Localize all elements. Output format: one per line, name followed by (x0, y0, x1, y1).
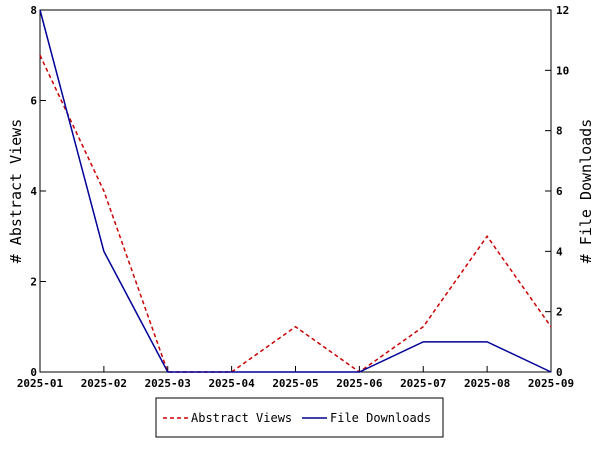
x-tick-label-2025-05: 2025-05 (272, 377, 318, 390)
y-right-tick-label-12: 12 (556, 4, 569, 17)
x-axis: 2025-01 2025-02 2025-03 2025-04 2025-05 2025-… (17, 366, 574, 390)
y-right-tick-label-6: 6 (556, 185, 563, 198)
y-axis-right: 0 2 4 6 8 10 12 (545, 4, 569, 379)
y-right-tick-label-4: 4 (556, 245, 563, 258)
y-right-tick-label-0: 0 (556, 366, 563, 379)
y-axis-left-title: # Abstract Views (7, 119, 25, 264)
y-axis-right-title: # File Downloads (577, 119, 595, 264)
x-tick-label-2025-04: 2025-04 (208, 377, 255, 390)
legend-label-abstract-views: Abstract Views (191, 411, 292, 425)
x-tick-label-2025-08: 2025-08 (464, 377, 510, 390)
x-tick-label-2025-01: 2025-01 (17, 377, 64, 390)
x-tick-label-2025-03: 2025-03 (145, 377, 191, 390)
y-left-tick-label-2: 2 (30, 276, 37, 289)
plot-area (39, 9, 552, 373)
y-axis-left: 0 2 4 6 8 (30, 4, 46, 379)
y-left-tick-label-8: 8 (30, 4, 37, 17)
y-left-tick-label-0: 0 (30, 366, 37, 379)
y-right-tick-label-10: 10 (556, 64, 569, 77)
series-line-abstract-views (39, 54, 552, 373)
x-tick-label-2025-02: 2025-02 (81, 377, 127, 390)
legend: Abstract Views File Downloads (155, 397, 444, 438)
x-tick-label-2025-09: 2025-09 (528, 377, 574, 390)
y-right-tick-label-2: 2 (556, 306, 563, 319)
x-tick-label-2025-06: 2025-06 (336, 377, 383, 390)
y-left-tick-label-6: 6 (30, 95, 37, 108)
y-right-tick-label-8: 8 (556, 125, 563, 138)
series-layer (39, 9, 552, 373)
legend-box (155, 397, 444, 438)
y-left-tick-label-4: 4 (30, 185, 37, 198)
x-tick-label-2025-07: 2025-07 (400, 377, 446, 390)
series-line-file-downloads (39, 9, 552, 373)
legend-label-file-downloads: File Downloads (330, 411, 431, 425)
